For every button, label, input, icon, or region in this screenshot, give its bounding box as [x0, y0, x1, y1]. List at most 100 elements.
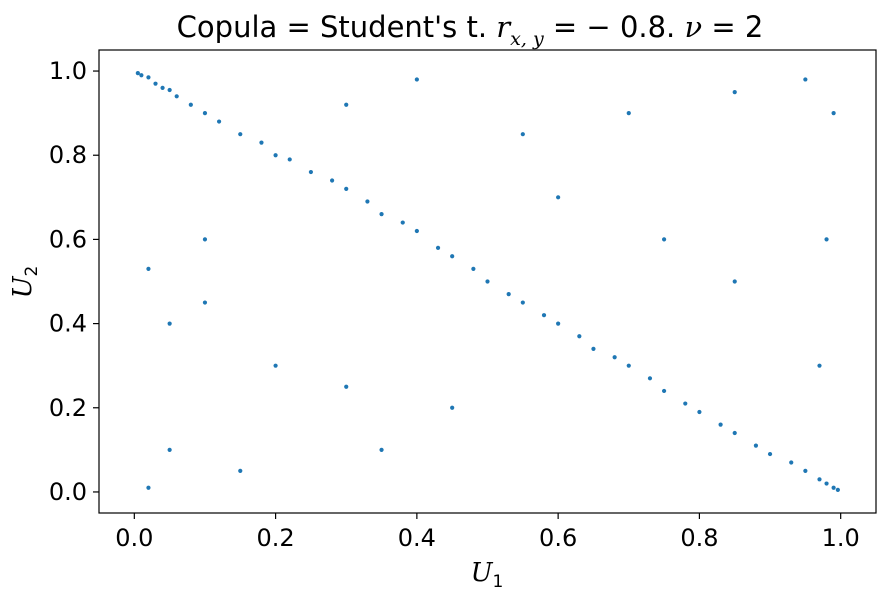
- y-axis-label-symbol: U: [8, 275, 38, 298]
- scatter-point: [202, 300, 208, 305]
- x-tick-label: 1.0: [822, 524, 860, 552]
- scatter-point: [308, 169, 314, 175]
- scatter-point: [803, 468, 808, 474]
- scatter-point: [612, 355, 617, 360]
- scatter-point: [831, 485, 836, 490]
- scatter-point: [167, 87, 172, 93]
- scatter-point: [683, 401, 688, 406]
- scatter-point: [835, 487, 840, 492]
- chart-title: Copula = Student's t. rx, y = − 0.8. ν =…: [177, 10, 764, 50]
- scatter-point: [732, 430, 737, 436]
- scatter-point: [817, 477, 822, 482]
- scatter-point: [238, 468, 243, 474]
- title-r-symbol: r: [496, 10, 512, 44]
- scatter-point: [146, 75, 151, 80]
- plot-frame: [98, 49, 877, 514]
- scatter-point: [591, 346, 596, 351]
- scatter-point: [556, 195, 561, 200]
- scatter-point: [661, 237, 667, 242]
- scatter-point: [626, 111, 631, 116]
- scatter-point: [485, 279, 490, 284]
- scatter-point: [767, 451, 773, 457]
- x-tick-label: 0.8: [680, 524, 718, 552]
- scatter-point: [556, 321, 561, 326]
- x-tick-label: 0.0: [115, 524, 153, 552]
- scatter-point: [435, 245, 441, 250]
- scatter-point: [330, 178, 335, 183]
- x-axis-ticks: 0.0 0.2 0.4 0.6 0.8 1.0: [115, 513, 860, 552]
- y-axis-ticks: 0.0 0.2 0.4 0.6 0.8 1.0: [49, 57, 99, 506]
- scatter-point: [831, 111, 836, 116]
- scatter-point: [167, 321, 172, 326]
- y-tick-label: 0.2: [49, 394, 87, 422]
- scatter-point: [824, 237, 829, 242]
- scatter-point: [365, 199, 370, 204]
- scatter-point: [160, 85, 165, 90]
- scatter-point: [732, 89, 737, 95]
- scatter-point: [273, 153, 278, 158]
- scatter-point: [344, 384, 349, 389]
- scatter-point: [450, 405, 455, 410]
- scatter-point: [139, 73, 144, 78]
- scatter-point: [174, 94, 179, 99]
- scatter-point: [471, 266, 476, 271]
- scatter-point: [697, 409, 702, 415]
- scatter-point: [414, 228, 419, 234]
- scatter-point: [400, 220, 405, 225]
- scatter-point: [146, 266, 151, 271]
- x-tick-label: 0.2: [257, 524, 295, 552]
- scatter-point: [753, 443, 759, 448]
- scatter-point: [344, 102, 349, 107]
- scatter-points: [135, 71, 840, 492]
- x-tick-label: 0.4: [398, 524, 436, 552]
- title-nu-value: = 2: [702, 10, 763, 44]
- scatter-point: [287, 157, 292, 162]
- y-tick-label: 1.0: [49, 57, 87, 85]
- y-axis-label: U2: [8, 266, 42, 299]
- scatter-point: [541, 313, 547, 318]
- scatter-point: [379, 447, 384, 452]
- scatter-point: [238, 132, 243, 137]
- title-r-value: = − 0.8.: [544, 10, 685, 44]
- scatter-point: [216, 119, 222, 124]
- x-axis-label-symbol: U: [471, 558, 494, 588]
- title-nu-symbol: ν: [685, 10, 703, 44]
- scatter-point: [661, 388, 667, 394]
- scatter-point: [626, 363, 631, 368]
- scatter-point: [817, 363, 822, 368]
- title-prefix: Copula = Student's t.: [177, 10, 497, 44]
- scatter-point: [135, 71, 140, 76]
- title-r-subscript: x, y: [510, 28, 544, 50]
- scatter-point: [344, 186, 349, 191]
- scatter-point: [414, 77, 419, 82]
- scatter-point: [789, 460, 794, 465]
- y-tick-label: 0.4: [49, 310, 87, 338]
- scatter-point: [146, 485, 151, 490]
- x-tick-label: 0.6: [539, 524, 577, 552]
- scatter-point: [520, 132, 525, 137]
- scatter-point: [153, 81, 158, 86]
- scatter-point: [506, 292, 511, 297]
- scatter-point: [718, 422, 723, 427]
- x-axis-label-subscript: 1: [493, 572, 504, 592]
- scatter-point: [577, 334, 582, 339]
- scatter-point: [379, 212, 384, 217]
- y-axis-label-subscript: 2: [22, 266, 42, 277]
- y-tick-label: 0.6: [49, 225, 87, 253]
- x-axis-label: U1: [471, 558, 504, 592]
- y-tick-label: 0.8: [49, 141, 87, 169]
- scatter-point: [520, 300, 525, 305]
- scatter-point: [273, 363, 278, 368]
- y-tick-label: 0.0: [49, 478, 87, 506]
- scatter-point: [202, 237, 208, 242]
- scatter-point: [259, 140, 264, 145]
- scatter-point: [803, 77, 808, 82]
- scatter-point: [647, 376, 653, 381]
- scatter-point: [732, 279, 737, 284]
- scatter-point: [202, 111, 208, 116]
- scatter-point: [450, 254, 455, 259]
- scatter-point: [824, 481, 829, 486]
- scatter-point: [188, 102, 193, 107]
